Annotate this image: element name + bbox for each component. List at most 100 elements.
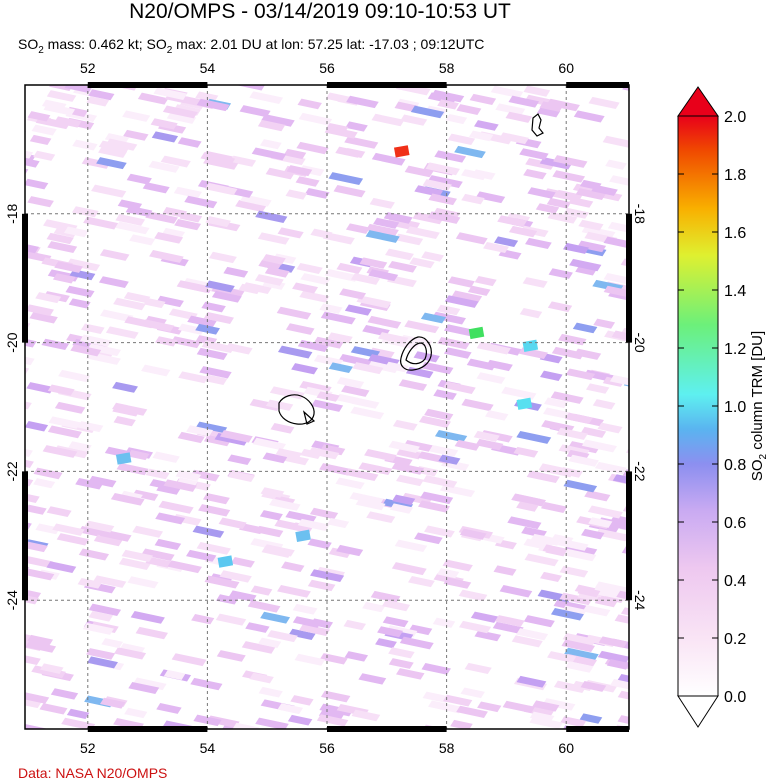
swath-pixel bbox=[167, 560, 202, 574]
swath-pixel bbox=[573, 110, 605, 123]
swath-pixel bbox=[364, 449, 397, 462]
swath-pixel bbox=[466, 358, 497, 371]
swath-pixel bbox=[535, 203, 560, 214]
swath-pixel bbox=[344, 136, 379, 149]
swath-pixel bbox=[565, 661, 594, 673]
swath-pixel bbox=[230, 557, 255, 568]
swath-pixel bbox=[237, 67, 270, 80]
swath-pixel bbox=[470, 611, 499, 623]
swath-pixel bbox=[422, 691, 450, 703]
swath-pixel bbox=[178, 323, 205, 335]
swath-pixel bbox=[596, 61, 631, 75]
swath-pixel bbox=[444, 324, 477, 337]
swath-pixel bbox=[299, 165, 325, 177]
swath-pixel bbox=[64, 85, 93, 93]
swath-pixel bbox=[277, 703, 304, 715]
swath-pixel bbox=[54, 401, 86, 414]
swath-pixel bbox=[187, 315, 217, 328]
colorbar-label-text: SO bbox=[749, 459, 766, 481]
swath-pixel bbox=[388, 440, 420, 453]
swath-pixel bbox=[588, 96, 620, 109]
swath-pixel bbox=[68, 298, 91, 309]
swath-pixel bbox=[141, 548, 175, 562]
swath-pixel bbox=[523, 85, 551, 97]
swath-pixel bbox=[392, 419, 418, 431]
swath-pixel bbox=[508, 225, 538, 238]
swath-pixel bbox=[467, 285, 491, 296]
swath-pixel bbox=[27, 634, 54, 646]
colorbar: 2.0 1.8 1.6 1.4 1.2 1.0 0.8 0.6 0.4 0.2 0.0 SO2 co… bbox=[677, 86, 769, 728]
swath-pixel bbox=[371, 152, 406, 166]
swath-pixel bbox=[202, 493, 230, 505]
swath-pixel bbox=[66, 708, 90, 720]
colorbar-bottom-arrow bbox=[677, 695, 719, 728]
swath-pixel bbox=[420, 361, 454, 375]
swath-pixel bbox=[545, 546, 568, 557]
highlight-pixel bbox=[468, 326, 485, 340]
swath-pixel bbox=[114, 647, 147, 660]
swath-pixel bbox=[118, 557, 151, 571]
swath-pixel bbox=[447, 276, 475, 288]
swath-pixel bbox=[251, 147, 287, 161]
swath-pixel bbox=[141, 364, 171, 377]
swath-pixel bbox=[443, 577, 472, 589]
highlight-pixel bbox=[522, 339, 539, 352]
swath-pixel bbox=[485, 359, 513, 372]
swath-pixel bbox=[581, 225, 616, 239]
swath-pixel bbox=[547, 651, 577, 663]
swath-pixel bbox=[485, 410, 509, 421]
swath-pixel bbox=[529, 716, 563, 729]
swath-pixel bbox=[577, 586, 601, 598]
swath-pixel bbox=[105, 326, 139, 339]
swath-pixel bbox=[450, 719, 473, 729]
swath-pixel bbox=[382, 616, 409, 628]
so2-label-1: SO bbox=[18, 36, 39, 52]
swath-pixel bbox=[31, 124, 57, 136]
swath-pixel bbox=[195, 91, 219, 102]
swath-pixel bbox=[647, 713, 671, 725]
swath-pixel bbox=[196, 542, 231, 555]
swath-pixel bbox=[121, 549, 154, 562]
swath-pixel bbox=[433, 389, 457, 400]
swath-pixel bbox=[219, 570, 252, 583]
swath-pixel bbox=[123, 129, 149, 141]
swath-pixel bbox=[255, 525, 284, 538]
swath-pixel bbox=[327, 517, 350, 529]
swath-pixel bbox=[371, 113, 405, 127]
swath-pixel bbox=[285, 189, 308, 200]
swath-pixel bbox=[122, 110, 151, 122]
swath-pixel bbox=[208, 251, 237, 264]
swath-pixel bbox=[352, 362, 384, 375]
swath-pixel bbox=[550, 608, 584, 621]
lon-tick-label-bottom: 56 bbox=[319, 740, 335, 756]
swath-pixel bbox=[523, 615, 555, 628]
swath-pixel bbox=[499, 585, 533, 598]
swath-pixel bbox=[645, 444, 670, 456]
swath-pixel bbox=[539, 101, 564, 112]
swath-pixel bbox=[307, 538, 332, 550]
swath-pixel bbox=[438, 454, 461, 465]
swath-pixel bbox=[575, 265, 597, 276]
swath-pixel bbox=[25, 612, 26, 624]
swath-pixel bbox=[25, 690, 28, 701]
swath-pixel bbox=[77, 421, 104, 433]
swath-pixel bbox=[339, 288, 367, 300]
swath-pixel bbox=[190, 469, 220, 482]
swath-pixel bbox=[511, 635, 543, 648]
swath-pixel bbox=[260, 487, 285, 498]
swath-pixel bbox=[285, 323, 315, 335]
swath-pixel bbox=[161, 227, 186, 239]
frame-bar-bottom bbox=[87, 726, 208, 732]
swath-pixel bbox=[373, 217, 400, 229]
swath-pixel bbox=[519, 307, 543, 319]
swath-pixel bbox=[25, 256, 26, 270]
swath-pixel bbox=[173, 186, 202, 199]
swath-pixel bbox=[101, 638, 124, 649]
swath-pixel bbox=[587, 505, 623, 519]
swath-pixel bbox=[203, 374, 228, 386]
swath-pixel bbox=[216, 650, 246, 662]
swath-pixel bbox=[581, 732, 616, 746]
swath-pixel bbox=[63, 226, 89, 238]
swath-pixel bbox=[151, 131, 179, 143]
swath-pixel bbox=[434, 429, 468, 443]
